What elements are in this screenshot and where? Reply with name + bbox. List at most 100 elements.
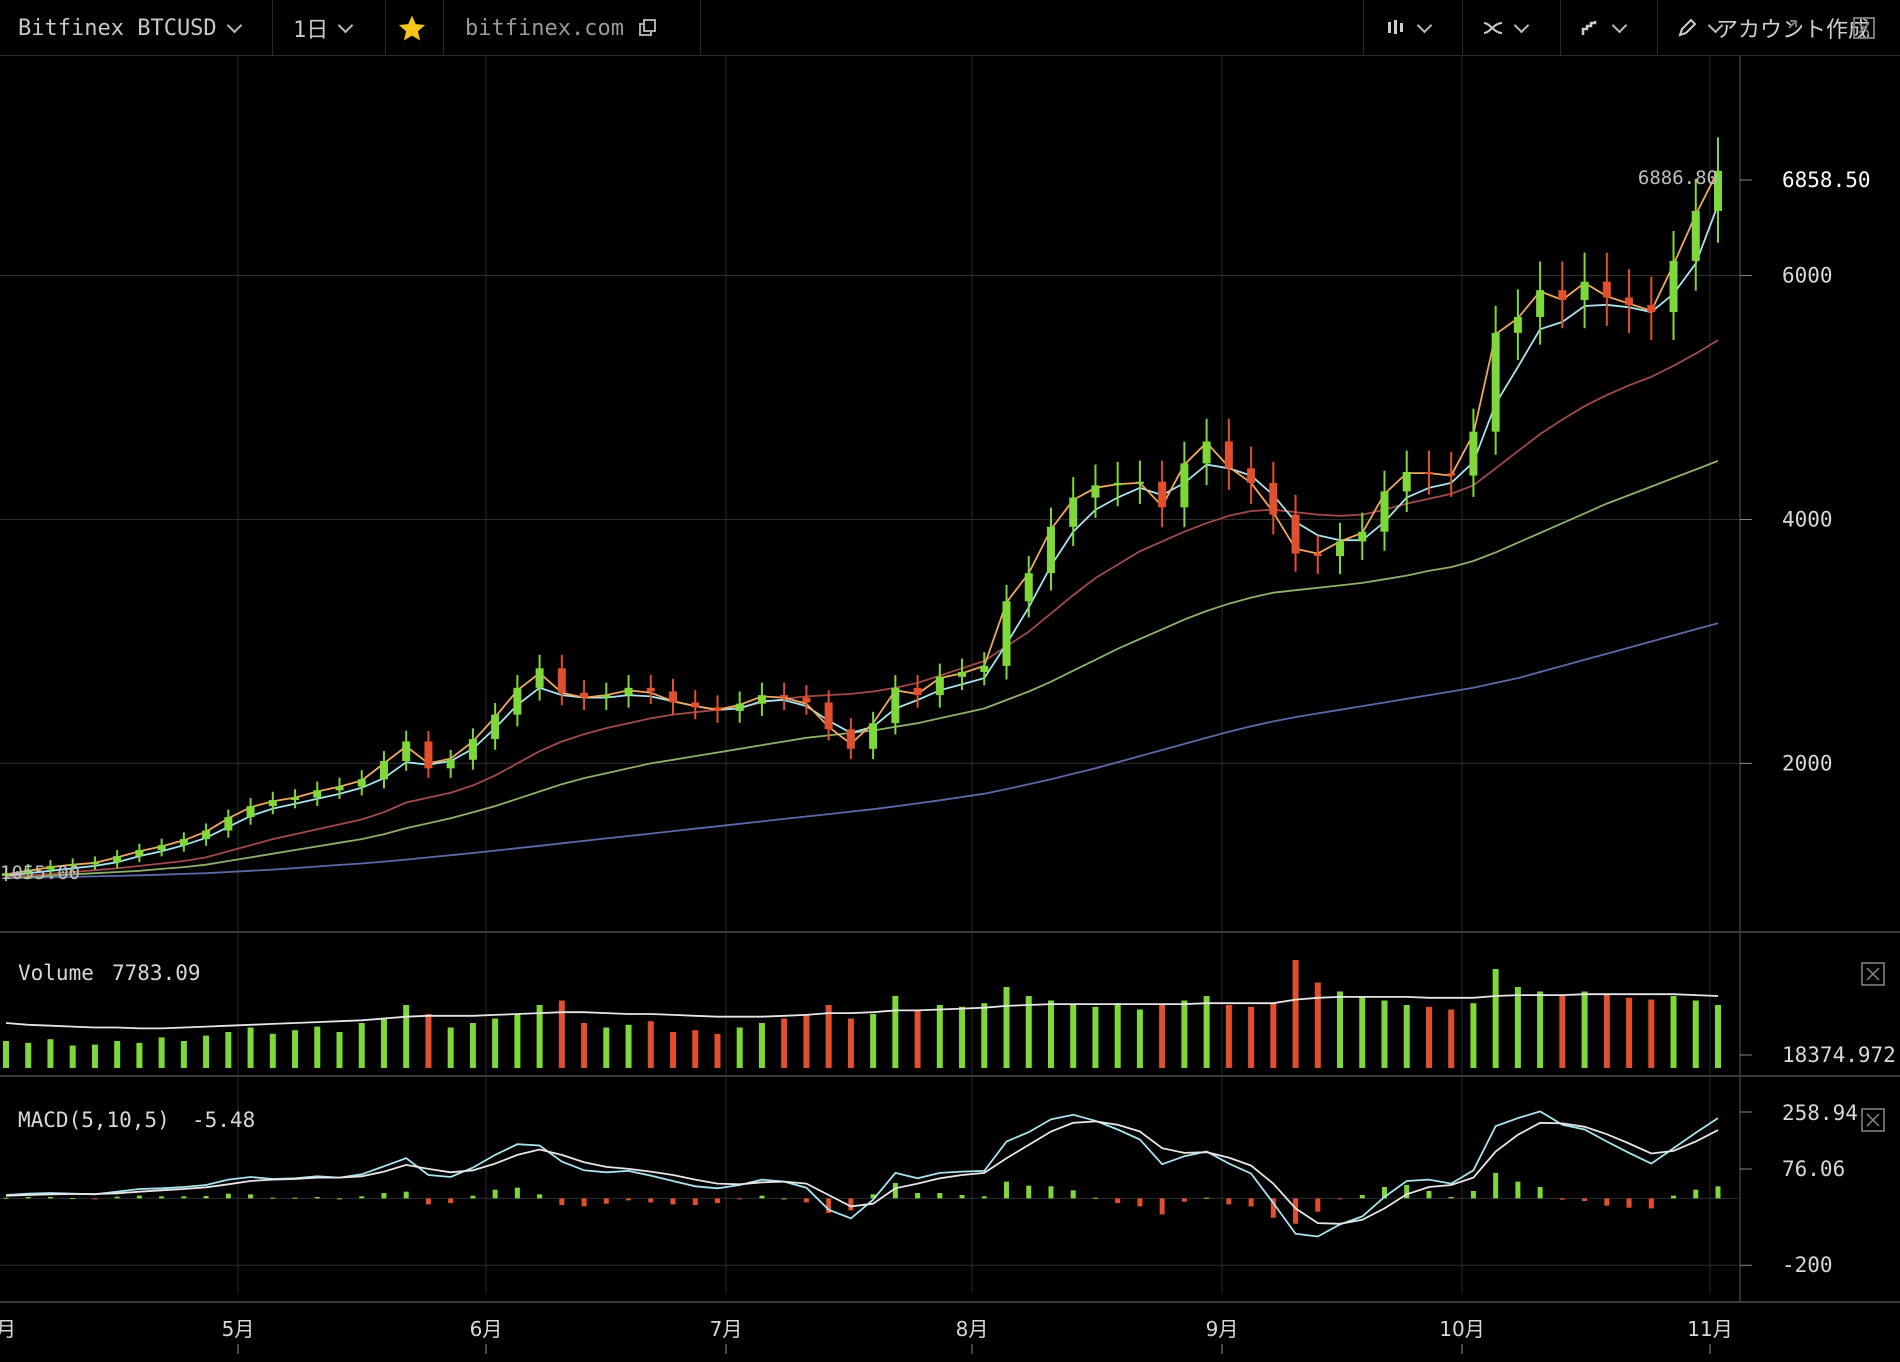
volume-bar <box>1003 987 1010 1068</box>
fullscreen-button[interactable] <box>1780 0 1798 56</box>
account-button[interactable]: アカウント作成 <box>1716 0 1870 56</box>
macd-histogram-bar <box>648 1198 654 1203</box>
volume-bar <box>914 1009 921 1068</box>
volume-bar <box>1159 1005 1166 1068</box>
interval-selector[interactable]: 1日 <box>293 0 354 56</box>
x-tick-label: 5月 <box>222 1317 255 1341</box>
volume-bar <box>292 1030 299 1068</box>
macd-histogram-bar <box>1293 1198 1299 1224</box>
volume-bar <box>1225 1005 1232 1068</box>
macd-histogram-bar <box>47 1197 53 1199</box>
volume-bar <box>1581 991 1588 1068</box>
draw-button[interactable] <box>1676 0 1724 56</box>
candle-body <box>1113 482 1122 486</box>
toolbar-divider <box>1657 0 1658 56</box>
candle-body <box>1558 290 1567 300</box>
volume-bar <box>1626 997 1633 1068</box>
candle-body <box>1135 481 1144 484</box>
candle-body <box>913 687 922 696</box>
price-chart[interactable]: -200 2000 4000 6000 月 5月 6月 7月 8月 9月 10月 11月 Volu… <box>0 56 1900 1362</box>
macd-close-button[interactable] <box>1861 1108 1885 1132</box>
x-tick-label: 8月 <box>956 1317 989 1341</box>
macd-histogram-bar <box>1515 1181 1521 1199</box>
chart-type-button[interactable] <box>1385 0 1433 56</box>
toolbar-divider <box>385 0 386 56</box>
volume-bar <box>1559 996 1566 1068</box>
macd-value: -5.48 <box>192 1108 255 1132</box>
volume-bar <box>25 1042 32 1068</box>
volume-bar <box>1025 996 1032 1068</box>
macd-histogram-bar <box>1070 1190 1076 1199</box>
top-toolbar: Bitfinex BTCUSD 1日 bitfinex.com アカウント作成 <box>0 0 1900 56</box>
favorite-button[interactable] <box>394 0 430 56</box>
low-price-label: 1055.00 <box>0 862 80 884</box>
macd-histogram-bar <box>1470 1191 1476 1199</box>
macd-histogram-bar <box>1693 1189 1699 1199</box>
close-icon <box>1861 1108 1885 1132</box>
macd-histogram-bar <box>581 1198 587 1207</box>
close-window-button[interactable] <box>1852 0 1876 56</box>
toolbar-divider <box>272 0 273 56</box>
macd-histogram-bar <box>1448 1197 1454 1199</box>
expand-icon <box>1788 20 1797 29</box>
volume-bar <box>825 1005 832 1068</box>
macd-histogram-bar <box>1493 1172 1499 1199</box>
candle-body <box>1669 260 1678 313</box>
candle-body <box>780 695 789 698</box>
volume-bar <box>781 1018 788 1068</box>
candle-body <box>535 668 544 688</box>
macd-histogram-bar <box>959 1195 965 1199</box>
macd-title: MACD(5,10,5) <box>18 1108 170 1132</box>
macd-histogram-bar <box>1159 1198 1165 1215</box>
candles-icon <box>1388 20 1403 34</box>
candle-body <box>2 873 10 876</box>
macd-histogram-bar <box>492 1189 498 1199</box>
macd-histogram-bar <box>314 1197 320 1199</box>
candle-body <box>1536 290 1545 318</box>
close-icon <box>1861 962 1885 986</box>
macd-histogram-bar <box>892 1182 898 1199</box>
candle-body <box>602 695 611 698</box>
macd-histogram-bar <box>714 1198 720 1204</box>
volume-bar <box>1359 996 1366 1068</box>
candle-body <box>313 790 322 798</box>
candle-body <box>1402 471 1411 492</box>
macd-histogram-bar <box>1270 1198 1276 1218</box>
chevron-down-icon <box>1611 17 1628 33</box>
volume-bar <box>1537 991 1544 1068</box>
candle-body <box>291 797 300 801</box>
candle-body <box>580 692 589 698</box>
source-link[interactable]: bitfinex.com <box>465 0 658 56</box>
candle-body <box>1091 485 1100 498</box>
indicators-button[interactable] <box>1482 0 1530 56</box>
volume-bar <box>1092 1006 1099 1068</box>
macd-tick-label: -200 <box>1782 1253 1833 1277</box>
macd-histogram-bar <box>92 1198 98 1200</box>
macd-histogram-bar <box>1315 1198 1321 1212</box>
candle-body <box>1358 531 1367 542</box>
volume-bar <box>180 1041 187 1068</box>
volume-bars <box>3 960 1752 1068</box>
volume-bar <box>425 1014 432 1068</box>
macd-histogram-bar <box>403 1191 409 1199</box>
macd-histogram-bar <box>1582 1198 1588 1202</box>
toolbar-divider <box>1363 0 1364 56</box>
macd-histogram-bar <box>781 1198 787 1200</box>
volume-bar <box>1648 999 1655 1068</box>
volume-bar <box>1470 1003 1477 1068</box>
volume-bar <box>1070 1005 1077 1068</box>
star-icon <box>398 15 426 41</box>
volume-bar <box>1492 969 1499 1068</box>
compare-button[interactable] <box>1580 0 1628 56</box>
x-tick-label: 9月 <box>1206 1317 1239 1341</box>
symbol-selector[interactable]: Bitfinex BTCUSD <box>18 0 242 56</box>
macd-histogram-bar <box>248 1194 254 1199</box>
candle-body <box>402 741 411 761</box>
candle-body <box>1647 304 1656 313</box>
volume-close-button[interactable] <box>1861 962 1885 986</box>
volume-bar <box>1381 1000 1388 1068</box>
source-label: bitfinex.com <box>465 15 624 41</box>
volume-axis-label: 18374.972 <box>1782 1043 1896 1067</box>
candle-body <box>468 739 477 760</box>
candle-body <box>1580 281 1589 300</box>
